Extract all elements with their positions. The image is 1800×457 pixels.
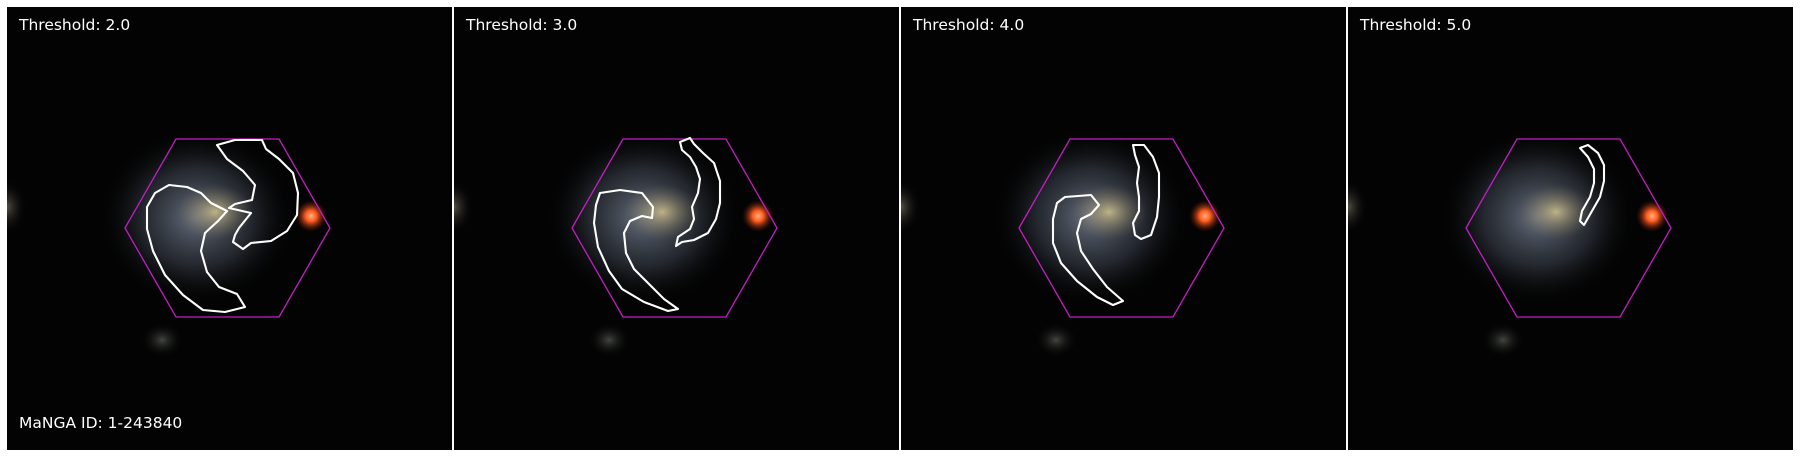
ifu-hexagon [1465, 138, 1672, 318]
panel-threshold-3: Threshold: 3.0 [454, 7, 899, 450]
foreground-star [1189, 200, 1221, 232]
galaxy-core [624, 184, 700, 240]
faint-source [1034, 322, 1078, 358]
manga-id-label: MaNGA ID: 1-243840 [19, 414, 183, 432]
galaxy-core [1518, 184, 1594, 240]
faint-source [140, 322, 184, 358]
galaxy-image [7, 7, 452, 450]
threshold-label: Threshold: 4.0 [913, 16, 1025, 34]
threshold-label: Threshold: 5.0 [1360, 16, 1472, 34]
edge-source [454, 179, 474, 235]
ifu-hexagon [1018, 138, 1225, 318]
faint-source [587, 322, 631, 358]
galaxy-core [1071, 184, 1147, 240]
panel-threshold-2: Threshold: 2.0 MaNGA ID: 1-243840 [7, 7, 452, 450]
edge-source [901, 179, 921, 235]
contour-north-arm [1578, 143, 1606, 227]
contour-north-arm [1131, 143, 1161, 241]
edge-source [1348, 179, 1368, 235]
contour-north-arm [674, 136, 722, 248]
foreground-star [1636, 200, 1668, 232]
ifu-hexagon [571, 138, 778, 318]
galaxy-core [177, 184, 253, 240]
galaxy-image [901, 7, 1346, 450]
threshold-label: Threshold: 3.0 [466, 16, 578, 34]
panel-threshold-5: Threshold: 5.0 [1348, 7, 1793, 450]
contour-south-arm [1051, 193, 1125, 307]
ifu-hexagon [124, 138, 331, 318]
galaxy-image [1348, 7, 1793, 450]
panel-threshold-4: Threshold: 4.0 [901, 7, 1346, 450]
foreground-star [295, 200, 327, 232]
foreground-star [742, 200, 774, 232]
threshold-label: Threshold: 2.0 [19, 16, 131, 34]
faint-source [1481, 322, 1525, 358]
contour-north-arm [215, 138, 300, 251]
edge-source [7, 179, 27, 235]
galaxy-image [454, 7, 899, 450]
contour-south-arm [592, 188, 680, 313]
contour-south-arm [145, 183, 247, 314]
